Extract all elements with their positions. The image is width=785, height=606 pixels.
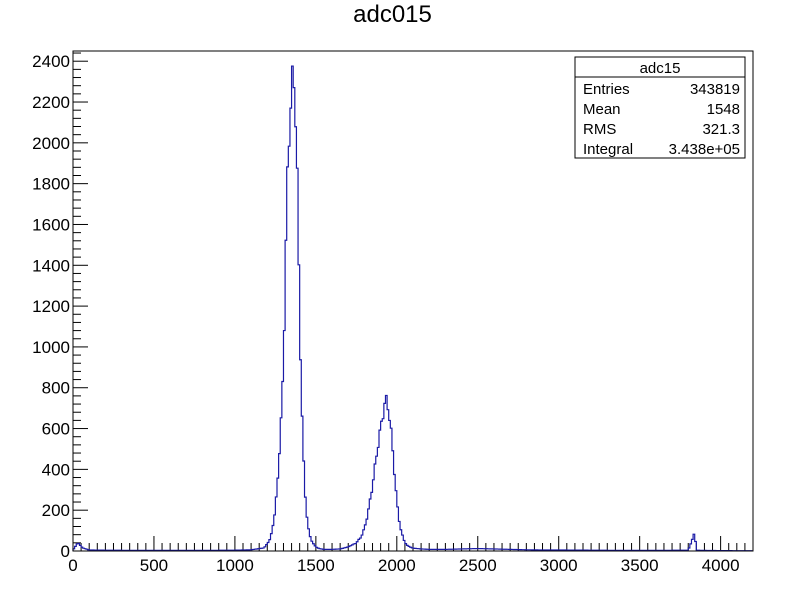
x-tick-label: 1000: [216, 556, 254, 575]
y-tick-label: 600: [42, 420, 70, 439]
x-tick-label: 3000: [540, 556, 578, 575]
axis-ticks: [72, 52, 754, 552]
y-tick-label: 2400: [32, 52, 70, 71]
stats-integral-value: 3.438e+05: [669, 141, 740, 158]
y-tick-label: 0: [61, 542, 70, 561]
x-tick-label: 1500: [297, 556, 335, 575]
x-tick-label: 2500: [459, 556, 497, 575]
tick-labels: 0 500 1000 1500 2000 2500 3000 3500 4000 0 200 400 6…: [32, 52, 739, 575]
y-tick-label: 1400: [32, 256, 70, 275]
stats-mean-label: Mean: [583, 101, 621, 118]
y-tick-label: 1600: [32, 215, 70, 234]
plot-frame: [72, 50, 754, 552]
x-tick-label: 4000: [702, 556, 740, 575]
y-tick-label: 1000: [32, 338, 70, 357]
chart-title: adc015: [353, 1, 432, 28]
stats-entries-value: 343819: [690, 81, 740, 98]
y-tick-label: 1800: [32, 175, 70, 194]
y-tick-label: 800: [42, 379, 70, 398]
stats-box-title: adc15: [640, 60, 681, 77]
stats-rms-value: 321.3: [702, 121, 740, 138]
y-tick-label: 200: [42, 501, 70, 520]
stats-integral-label: Integral: [583, 141, 633, 158]
stats-entries-label: Entries: [583, 81, 630, 98]
x-tick-label: 0: [68, 556, 77, 575]
x-tick-label: 2000: [378, 556, 416, 575]
histogram-line: [72, 65, 753, 552]
y-tick-label: 2200: [32, 93, 70, 112]
x-tick-label: 500: [140, 556, 168, 575]
y-tick-label: 400: [42, 460, 70, 479]
stats-box: adc15 Entries 343819 Mean 1548 RMS 321.3…: [574, 56, 746, 159]
stats-mean-value: 1548: [707, 101, 740, 118]
y-tick-label: 2000: [32, 134, 70, 153]
y-tick-label: 1200: [32, 297, 70, 316]
stats-rms-label: RMS: [583, 121, 616, 138]
x-tick-label: 3500: [621, 556, 659, 575]
stats-box-frame: [574, 56, 746, 159]
